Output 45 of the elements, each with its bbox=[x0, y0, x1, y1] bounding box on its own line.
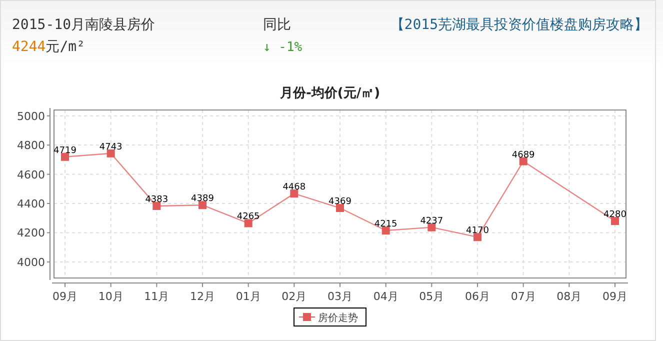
x-tick-label: 03月 bbox=[328, 290, 352, 303]
data-label: 4280 bbox=[604, 210, 627, 220]
data-label: 4237 bbox=[420, 216, 444, 226]
data-label: 4689 bbox=[512, 150, 536, 160]
y-tick-label: 4400 bbox=[17, 197, 45, 210]
point bbox=[336, 204, 344, 212]
x-tick-label: 09月 bbox=[52, 290, 78, 303]
legend-label: 房价走势 bbox=[318, 312, 358, 324]
point bbox=[382, 226, 390, 235]
text: 同比 bbox=[263, 17, 291, 33]
x-tick-label: 07月 bbox=[510, 290, 536, 303]
data-label: 4743 bbox=[99, 142, 122, 152]
text: 2015-10月南陵县房价 bbox=[12, 17, 156, 33]
point bbox=[198, 201, 206, 210]
x-tick-label: 05月 bbox=[419, 290, 444, 303]
x-tick-label: 09月 bbox=[602, 290, 628, 303]
data-label: 4170 bbox=[466, 226, 490, 236]
x-tick-label: 11月 bbox=[144, 290, 170, 303]
x-tick-label: 02月 bbox=[282, 290, 307, 303]
chart-title: 月份-均价(元/㎡) bbox=[278, 86, 380, 101]
text: 4244元/m² bbox=[12, 39, 86, 55]
point bbox=[290, 190, 298, 198]
text: 【2015芜湖最具投资价值楼盘购房攻略】 bbox=[390, 17, 648, 33]
data-label: 4215 bbox=[374, 220, 398, 230]
x-tick-label: 08月 bbox=[556, 290, 582, 303]
data-label: 4265 bbox=[236, 212, 260, 222]
y-tick-label: 4600 bbox=[17, 168, 45, 182]
x-tick-label: 10月 bbox=[98, 290, 124, 303]
x-tick-label: 04月 bbox=[373, 290, 398, 303]
y-tick-label: 4200 bbox=[17, 226, 45, 240]
data-label: 4468 bbox=[282, 182, 306, 193]
x-tick-label: 01月 bbox=[236, 290, 261, 303]
data-label: 4383 bbox=[145, 194, 168, 205]
text: ↓ -1% bbox=[263, 40, 302, 55]
x-tick-label: 12月 bbox=[190, 290, 215, 303]
data-label: 4369 bbox=[328, 197, 352, 208]
data-label: 4719 bbox=[54, 146, 77, 156]
x-tick-label: 06月 bbox=[465, 290, 490, 303]
data-label: 4389 bbox=[191, 194, 214, 204]
y-tick-label: 4000 bbox=[17, 256, 45, 269]
point bbox=[244, 219, 252, 228]
y-tick-label: 4800 bbox=[17, 139, 45, 152]
y-tick-label: 5000 bbox=[17, 110, 45, 123]
point bbox=[474, 233, 482, 242]
point bbox=[611, 217, 619, 226]
